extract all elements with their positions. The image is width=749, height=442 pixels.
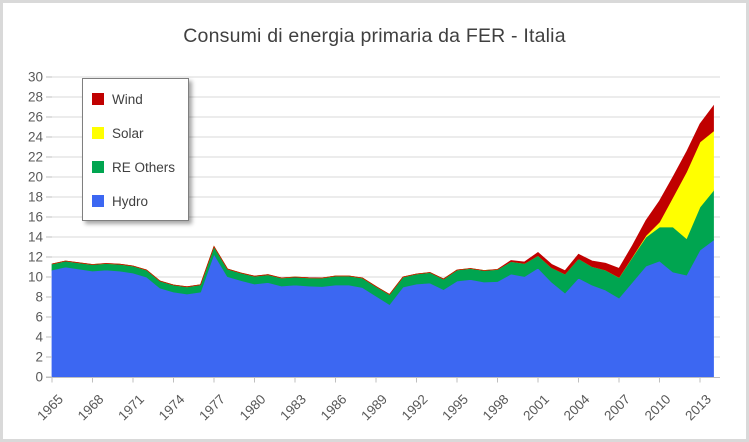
y-tick-label: 14: [28, 230, 44, 245]
y-tick-label: 26: [28, 110, 43, 125]
y-tick-label: 22: [28, 150, 43, 165]
y-tick-label: 10: [28, 270, 43, 285]
legend-item-re-others: RE Others: [83, 150, 188, 184]
y-tick-label: 4: [35, 330, 43, 345]
x-tick-label: 1998: [480, 392, 512, 424]
x-tick-label: 1968: [75, 392, 107, 424]
y-tick-label: 12: [28, 250, 43, 265]
legend-label-hydro: Hydro: [112, 193, 149, 209]
x-tick-label: 2004: [561, 391, 593, 423]
y-tick-label: 6: [35, 310, 43, 325]
x-tick-label: 1980: [237, 392, 269, 424]
wind-swatch-icon: [92, 93, 104, 105]
legend: Wind Solar RE Others Hydro: [82, 78, 189, 221]
x-tick-label: 1995: [439, 392, 471, 424]
x-tick-label: 1977: [196, 392, 228, 424]
x-tick-label: 2001: [520, 392, 552, 424]
x-tick-label: 1989: [358, 392, 390, 424]
legend-item-wind: Wind: [83, 82, 188, 116]
area-wind: [51, 104, 714, 296]
solar-swatch-icon: [92, 127, 104, 139]
legend-item-hydro: Hydro: [83, 184, 188, 218]
legend-label-wind: Wind: [112, 91, 143, 107]
area-hydro: [51, 239, 714, 378]
x-tick-label: 1974: [156, 391, 188, 423]
y-tick-label: 24: [28, 130, 44, 145]
legend-item-solar: Solar: [83, 116, 188, 150]
x-tick-label: 1983: [277, 392, 309, 424]
chart-svg: 1965 1968 1971 1974 1977 1980 1983 1986 1989 1992…: [28, 70, 720, 424]
y-tick-label: 2: [35, 350, 43, 365]
hydro-swatch-icon: [92, 195, 104, 207]
chart-title: Consumi di energia primaria da FER - Ita…: [183, 25, 566, 47]
y-tick-label: 0: [35, 370, 43, 385]
re-others-swatch-icon: [92, 161, 104, 173]
y-tick-label: 16: [28, 210, 43, 225]
legend-label-solar: Solar: [112, 125, 144, 141]
y-tick-label: 28: [28, 90, 43, 105]
x-tick-label: 1965: [34, 392, 66, 424]
y-tick-label: 20: [28, 170, 43, 185]
y-tick-label: 8: [35, 290, 43, 305]
x-tick-label: 1971: [115, 392, 147, 424]
x-tick-label: 2010: [642, 392, 674, 424]
y-tick-label: 18: [28, 190, 43, 205]
x-tick-label: 1992: [399, 392, 431, 424]
y-tick-label: 30: [28, 70, 43, 85]
x-tick-label: 2007: [601, 392, 633, 424]
legend-label-re-others: RE Others: [112, 159, 176, 175]
x-tick-label: 1986: [318, 392, 350, 424]
x-tick-label: 2013: [682, 392, 714, 424]
